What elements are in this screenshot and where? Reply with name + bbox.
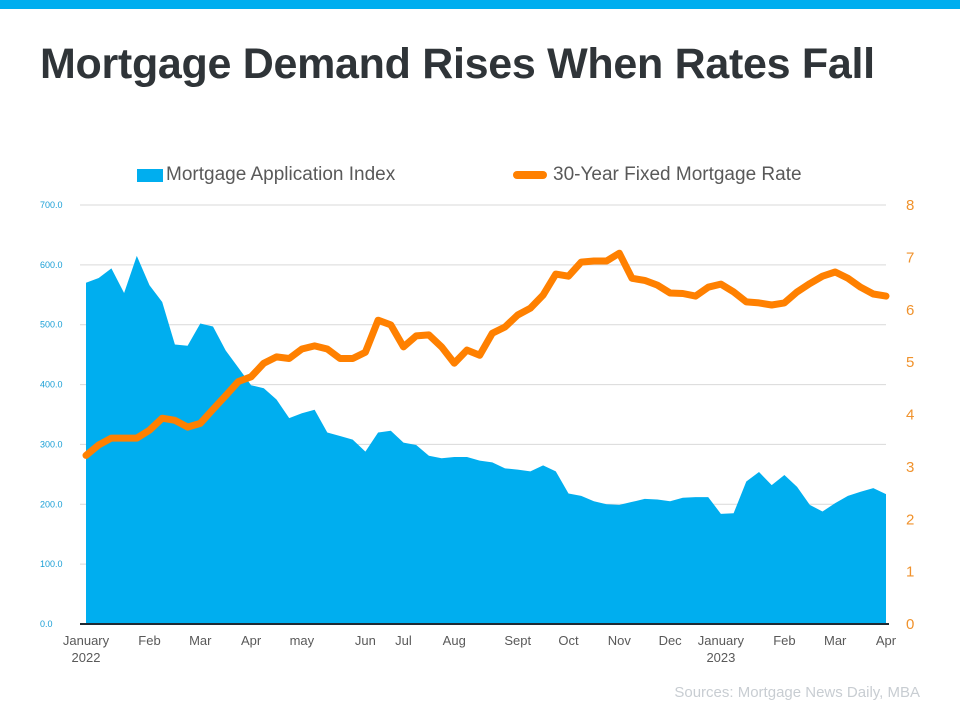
legend-swatch-line: [513, 171, 547, 179]
right-axis-tick-label: 0: [906, 616, 914, 633]
x-axis-tick-label: may: [290, 633, 315, 648]
legend-label: Mortgage Application Index: [166, 164, 396, 185]
right-axis-tick-label: 5: [906, 354, 914, 371]
right-axis-tick-label: 2: [906, 511, 914, 528]
page-title: Mortgage Demand Rises When Rates Fall: [40, 40, 875, 88]
x-axis-tick-label: Aug: [443, 633, 466, 648]
left-axis-tick-label: 100.0: [40, 559, 63, 569]
left-axis-tick-label: 300.0: [40, 439, 63, 449]
x-axis-year-label: 2023: [706, 650, 735, 665]
legend-swatch-area: [137, 168, 163, 182]
right-axis-tick-label: 6: [906, 302, 914, 319]
left-axis-tick-label: 600.0: [40, 260, 63, 270]
right-axis-tick-label: 4: [906, 407, 914, 424]
x-axis-tick-label: Sept: [504, 633, 531, 648]
x-axis-tick-label: Jul: [395, 633, 412, 648]
left-axis-tick-label: 0.0: [40, 619, 53, 629]
top-accent-bar: [0, 0, 960, 9]
left-axis-tick-label: 700.0: [40, 200, 63, 210]
right-axis-tick-label: 3: [906, 459, 914, 476]
legend-label: 30-Year Fixed Mortgage Rate: [553, 164, 802, 185]
left-axis-tick-label: 400.0: [40, 380, 63, 390]
legend-item-application-index: Mortgage Application Index: [137, 164, 395, 186]
x-axis-tick-label: Feb: [773, 633, 795, 648]
legend-item-mortgage-rate: 30-Year Fixed Mortgage Rate: [513, 164, 802, 186]
left-axis-tick-label: 200.0: [40, 499, 63, 509]
x-axis-tick-label: Feb: [138, 633, 160, 648]
x-axis-year-label: 2022: [72, 650, 101, 665]
x-axis-tick-label: Apr: [876, 633, 897, 648]
chart-legend: Mortgage Application Index 30-Year Fixed…: [0, 164, 960, 188]
x-axis-tick-label: January: [63, 633, 110, 648]
right-axis-tick-label: 1: [906, 564, 914, 581]
x-axis-tick-label: Oct: [558, 633, 579, 648]
x-axis-tick-label: Apr: [241, 633, 262, 648]
right-axis-tick-label: 7: [906, 249, 914, 266]
x-axis-tick-label: Jun: [355, 633, 376, 648]
left-axis-tick-label: 500.0: [40, 320, 63, 330]
application-index-area: [86, 255, 886, 624]
x-axis-tick-label: January: [698, 633, 745, 648]
x-axis-tick-label: Dec: [659, 633, 683, 648]
x-axis-tick-label: Nov: [608, 633, 632, 648]
right-axis-tick-label: 8: [906, 197, 914, 214]
x-axis-tick-label: Mar: [189, 633, 212, 648]
source-note: Sources: Mortgage News Daily, MBA: [674, 684, 920, 701]
mortgage-rate-line: [82, 249, 890, 459]
x-axis-tick-label: Mar: [824, 633, 847, 648]
